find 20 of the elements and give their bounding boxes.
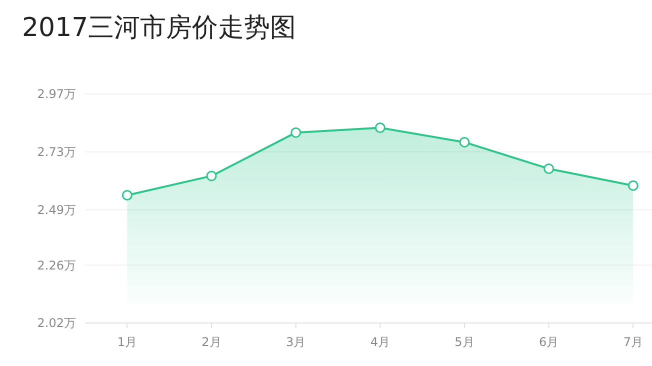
point: [374, 122, 386, 133]
y-tick-label: 2.26万: [37, 258, 76, 272]
x-tick-label: 4月: [370, 335, 390, 349]
chart-title: 2017三河市房价走势图: [22, 13, 296, 43]
x-tick-label: 3月: [286, 335, 306, 349]
x-tick-label: 2月: [202, 335, 222, 349]
x-tick-label: 5月: [454, 335, 474, 349]
y-tick-label: 2.49万: [37, 202, 76, 217]
x-tick-label: 1月: [117, 335, 137, 349]
point: [290, 127, 302, 138]
x-tick-label: 6月: [538, 335, 559, 349]
point: [628, 180, 638, 191]
y-tick-label: 2.02万: [37, 316, 76, 330]
y-tick-label: 2.97万: [37, 87, 76, 102]
point: [122, 190, 132, 200]
point: [544, 163, 554, 174]
x-tick-label: 7月: [623, 335, 643, 349]
point: [206, 170, 217, 182]
point: [459, 136, 470, 148]
y-tick-label: 2.73万: [37, 145, 76, 160]
